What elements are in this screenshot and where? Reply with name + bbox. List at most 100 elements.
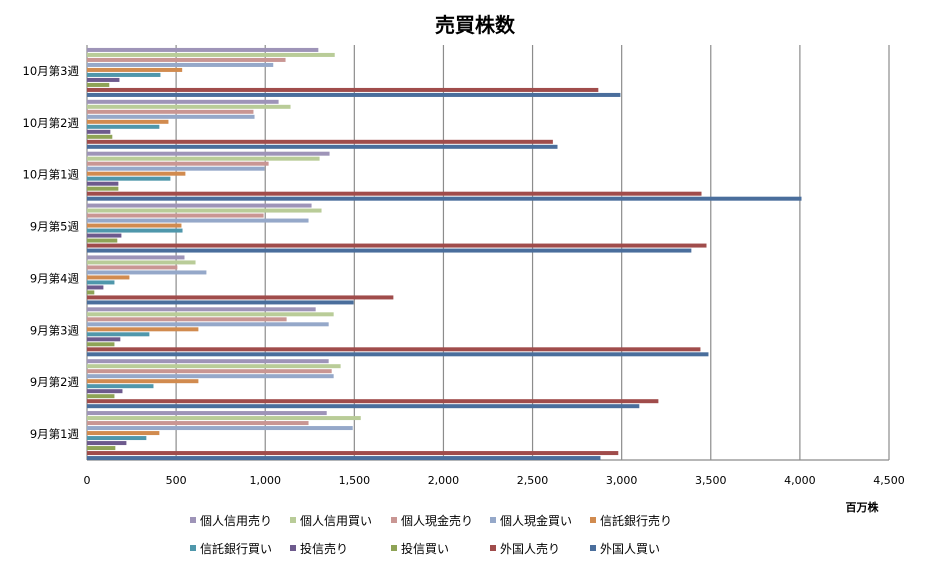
bar [87,327,199,332]
bar [87,394,115,399]
x-tick-labels: 0 500 1,000 1,500 2,000 2,500 3,000 3,500 4,000 4… [84,474,905,487]
bar [87,213,264,218]
legend-label: 個人現金売り [401,513,473,528]
bar [87,399,659,404]
bar [87,312,334,317]
legend-label: 個人信用売り [200,513,272,528]
x-tick-label: 2,000 [428,474,460,487]
legend-item: 外国人売り [490,541,560,556]
bar [87,181,119,186]
legend-label: 外国人売り [500,541,560,556]
x-tick-label: 1,500 [339,474,371,487]
bar [87,255,185,260]
x-tick-label: 4,500 [873,474,905,487]
legend-swatch [290,545,296,551]
bar [87,389,123,394]
legend-item: 個人現金買い [490,513,572,528]
legend-label: 信託銀行売り [600,513,672,528]
bar [87,156,320,161]
bar [87,379,199,384]
x-tick-label: 500 [166,474,187,487]
category-label: 9月第1週 [30,427,80,441]
legend-swatch [490,517,496,523]
legend-item: 個人信用買い [290,514,372,528]
bar [87,421,309,426]
bar [87,364,341,369]
bar [87,322,329,327]
bar [87,342,115,347]
bar [87,248,692,253]
bar [87,300,354,305]
bar [87,82,110,87]
legend-item: 投信売り [290,541,348,556]
x-tick-label: 0 [84,474,91,487]
x-axis-label: 百万株 [846,500,880,514]
bar [87,416,361,421]
legend-label: 個人信用買い [300,514,372,528]
legend-item: 信託銀行買い [190,541,272,556]
bar [87,114,255,119]
x-tick-label: 3,000 [606,474,638,487]
bar [87,295,394,300]
category-label: 10月第1週 [23,168,80,182]
bar [87,208,322,213]
bar [87,196,802,201]
bar [87,161,269,166]
bar [87,144,558,149]
bar [87,203,312,208]
bar [87,446,116,451]
bar [87,151,330,156]
bar [87,223,182,228]
bar [87,47,319,52]
category-label: 9月第3週 [30,323,80,337]
bar [87,436,147,441]
bar [87,166,265,171]
bar [87,218,309,223]
legend-item: 信託銀行売り [590,513,672,528]
bar [87,119,169,124]
bar [87,290,95,295]
x-tick-label: 3,500 [695,474,727,487]
category-label: 10月第3週 [23,64,80,78]
bar [87,374,334,379]
legend-item: 個人現金売り [391,513,473,528]
legend-item: 投信買い [391,541,449,556]
category-labels: 9月第1週 9月第2週 9月第3週 9月第4週 9月第5週 10月第1週 10月第2週 10月… [23,64,80,441]
bar [87,404,640,409]
bar [87,186,119,191]
bar [87,52,335,57]
legend-item: 外国人買い [590,542,660,556]
bar [87,359,329,364]
bar [87,129,111,134]
category-label: 9月第2週 [30,375,80,389]
legend-item: 個人信用売り [190,513,272,528]
x-tick-label: 2,500 [517,474,549,487]
bar [87,317,287,322]
legend-swatch [590,517,596,523]
bar [87,171,186,176]
bar [87,77,120,82]
chart-title: 売買株数 [435,13,516,37]
bar [87,99,279,104]
bar [87,270,207,275]
bar [87,280,115,285]
bar [87,72,161,77]
bar [87,451,619,456]
bar [87,191,702,196]
legend-label: 個人現金買い [500,513,572,528]
bar [87,441,127,446]
bar [87,431,160,436]
bar [87,260,196,265]
bar [87,337,121,342]
bar [87,307,316,312]
bar [87,134,113,139]
bars [87,47,802,461]
bar [87,456,601,461]
bar [87,285,104,290]
legend-swatch [190,517,196,523]
bar [87,384,154,389]
category-label: 9月第5週 [30,220,80,234]
legend-swatch [290,517,296,523]
legend-swatch [391,545,397,551]
